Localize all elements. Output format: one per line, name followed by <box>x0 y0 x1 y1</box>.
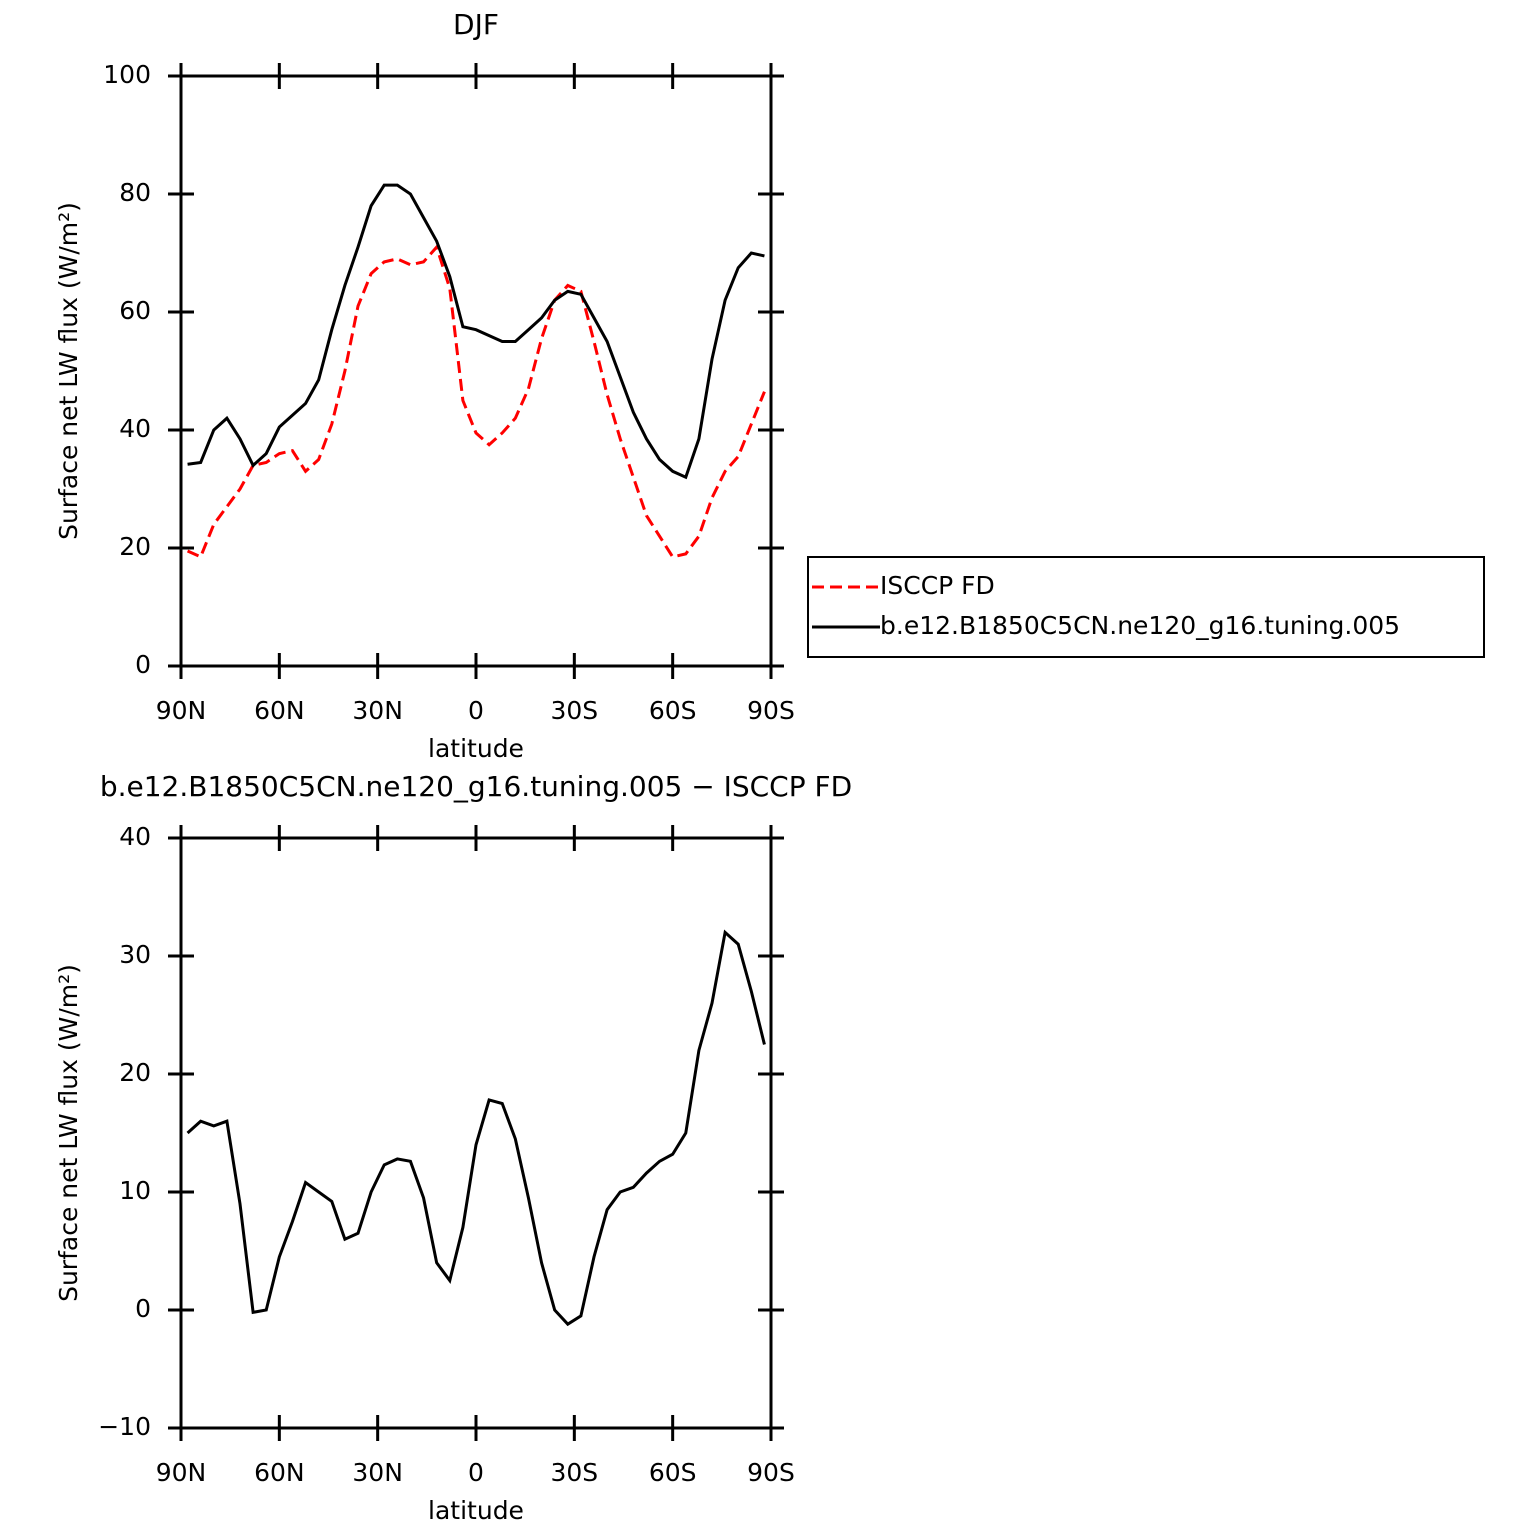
chart-title: b.e12.B1850C5CN.ne120_g16.tuning.005 − I… <box>100 770 852 803</box>
x-tick-label: 90S <box>747 1458 795 1487</box>
legend-label: b.e12.B1850C5CN.ne120_g16.tuning.005 <box>880 611 1400 640</box>
x-tick-label: 60S <box>649 696 697 725</box>
plot-frame <box>179 836 773 1430</box>
data-line <box>187 183 765 480</box>
y-tick-label: 20 <box>119 532 151 561</box>
x-tick-label: 0 <box>468 1458 484 1487</box>
y-tick-label: 0 <box>135 1294 151 1323</box>
x-tick-label: 90S <box>747 696 795 725</box>
y-tick-label: 10 <box>119 1176 151 1205</box>
x-tick-label: 60S <box>649 1458 697 1487</box>
x-tick-label: 90N <box>156 696 207 725</box>
x-tick-label: 30N <box>352 696 403 725</box>
x-axis-label: latitude <box>428 734 524 763</box>
y-axis-label: Surface net LW flux (W/m²) <box>54 202 83 540</box>
legend-label: ISCCP FD <box>880 571 995 600</box>
y-tick-label: 20 <box>119 1058 151 1087</box>
x-tick-label: 60N <box>254 1458 305 1487</box>
chart-title: DJF <box>453 8 499 41</box>
plot-frame <box>179 74 773 668</box>
x-axis-label: latitude <box>428 1496 524 1525</box>
y-tick-label: 40 <box>119 822 151 851</box>
data-line <box>186 244 766 559</box>
x-tick-label: 30N <box>352 1458 403 1487</box>
legend-box <box>807 556 1485 658</box>
y-tick-label: 100 <box>103 60 151 89</box>
y-tick-label: 30 <box>119 940 151 969</box>
x-tick-label: 90N <box>156 1458 207 1487</box>
x-tick-label: 0 <box>468 696 484 725</box>
y-tick-label: −10 <box>98 1412 151 1441</box>
x-tick-label: 30S <box>550 696 598 725</box>
x-tick-label: 60N <box>254 696 305 725</box>
x-tick-label: 30S <box>550 1458 598 1487</box>
y-tick-label: 80 <box>119 178 151 207</box>
y-tick-label: 60 <box>119 296 151 325</box>
y-tick-label: 40 <box>119 414 151 443</box>
y-tick-label: 0 <box>135 650 151 679</box>
data-line <box>186 929 766 1327</box>
y-axis-label: Surface net LW flux (W/m²) <box>54 964 83 1302</box>
